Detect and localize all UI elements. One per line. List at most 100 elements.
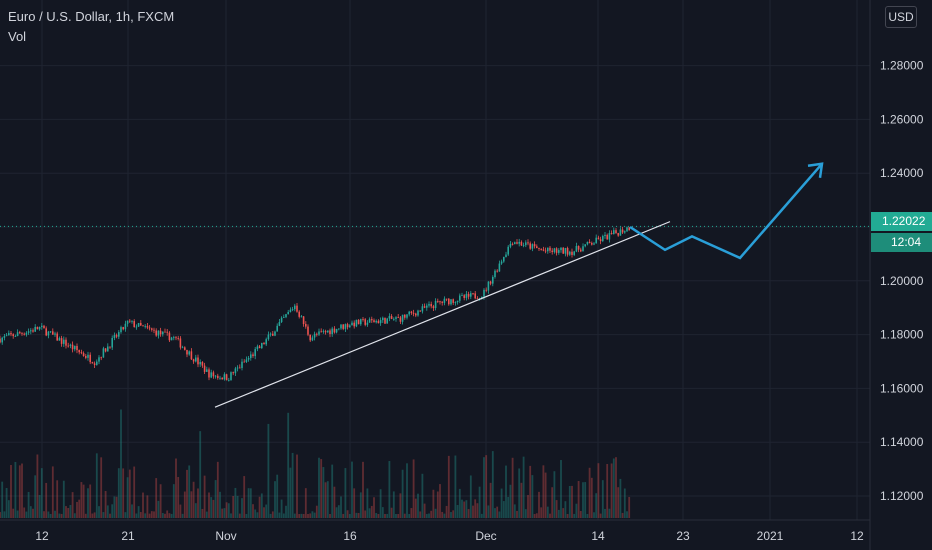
projection-path[interactable] — [629, 162, 823, 260]
candle-body — [467, 293, 470, 297]
volume-bar — [177, 477, 180, 518]
volume-bar — [399, 493, 402, 518]
candle-body — [481, 296, 483, 299]
volume-bar — [56, 480, 59, 518]
volume-indicator-label[interactable]: Vol — [8, 29, 27, 44]
volume-bar — [403, 513, 406, 518]
candle-body — [45, 328, 47, 336]
candle-body — [417, 310, 419, 316]
candle-body — [69, 344, 72, 346]
candle-body — [591, 243, 593, 245]
candle-body — [58, 338, 61, 341]
candle-body — [148, 327, 151, 329]
volume-bar — [467, 509, 470, 518]
volume-bar — [324, 482, 327, 518]
volume-bar — [557, 509, 560, 518]
volume-bar — [538, 491, 540, 518]
candle-body — [437, 300, 439, 302]
volume-bar — [10, 465, 12, 518]
candle-body — [395, 317, 397, 319]
candle-body — [511, 243, 514, 245]
volume-bar — [617, 487, 620, 518]
y-tick-label: 1.18000 — [880, 328, 924, 342]
volume-bar — [377, 513, 380, 518]
candle-body — [465, 293, 468, 298]
candle-body — [333, 328, 336, 333]
volume-bar — [67, 507, 70, 518]
candle-body — [617, 233, 619, 236]
symbol-title[interactable]: Euro / U.S. Dollar, 1h, FXCM — [8, 9, 175, 24]
volume-bar — [571, 485, 573, 518]
volume-bar — [590, 477, 593, 518]
candle-body — [23, 333, 25, 335]
volume-bar — [263, 507, 265, 518]
candle-body — [401, 314, 404, 322]
candle-body — [619, 229, 622, 236]
volume-bar — [128, 469, 131, 518]
candle-body — [239, 367, 241, 369]
candle-body — [355, 319, 358, 327]
volume-bar — [256, 512, 259, 518]
candle-body — [157, 330, 160, 336]
candle-body — [252, 354, 254, 357]
volume-bar — [60, 513, 63, 518]
volume-bar — [542, 465, 545, 518]
candle-body — [230, 372, 232, 380]
candle-body — [146, 326, 149, 328]
bar-countdown-tag: 12:04 — [871, 233, 932, 252]
volume-bar — [601, 480, 604, 518]
trendline[interactable] — [214, 221, 671, 408]
volume-bar — [95, 453, 98, 518]
candle-body — [588, 241, 591, 244]
volume-bar — [0, 512, 1, 518]
candle-body — [10, 333, 12, 335]
volume-bar — [584, 482, 587, 518]
currency-button[interactable]: USD — [885, 6, 917, 28]
volume-bar — [621, 512, 624, 518]
candle-body — [379, 320, 382, 324]
candle-body — [153, 329, 155, 331]
candle-body — [520, 241, 523, 246]
volume-bar — [311, 511, 314, 518]
x-tick-label: 12 — [850, 529, 864, 543]
volume-bar — [551, 487, 554, 518]
candle-body — [533, 244, 536, 247]
y-tick-label: 1.24000 — [880, 166, 924, 180]
candle-body — [137, 322, 140, 327]
candle-body — [584, 244, 586, 247]
volume-bar — [489, 482, 492, 518]
volume-bar — [333, 486, 336, 518]
candle-body — [155, 330, 157, 336]
candle-body — [135, 326, 138, 328]
volume-bar — [533, 513, 536, 518]
candle-body — [291, 309, 294, 310]
candle-body — [560, 247, 562, 251]
candle-body — [302, 316, 305, 325]
volume-bar — [531, 475, 534, 518]
volume-bar — [595, 493, 598, 518]
volume-bar — [414, 498, 417, 518]
candle-body — [8, 333, 10, 336]
volume-bar — [469, 475, 472, 518]
volume-bar — [62, 480, 65, 518]
volume-bar — [500, 488, 503, 518]
candle-body — [76, 345, 78, 351]
candle-body — [78, 350, 80, 353]
candle-body — [536, 246, 538, 249]
volume-bar — [463, 501, 466, 518]
x-tick-label: 23 — [676, 529, 690, 543]
volume-bar — [346, 510, 349, 518]
candle-body — [151, 328, 153, 330]
candle-body — [459, 295, 461, 301]
candle-body — [562, 247, 564, 254]
volume-bar — [450, 512, 452, 518]
candle-body — [254, 349, 256, 357]
volume-bar — [258, 496, 261, 518]
candle-body — [604, 234, 606, 237]
candle-body — [353, 322, 355, 327]
volume-bar — [454, 455, 457, 518]
candle-body — [307, 326, 309, 335]
candle-body — [386, 318, 388, 324]
